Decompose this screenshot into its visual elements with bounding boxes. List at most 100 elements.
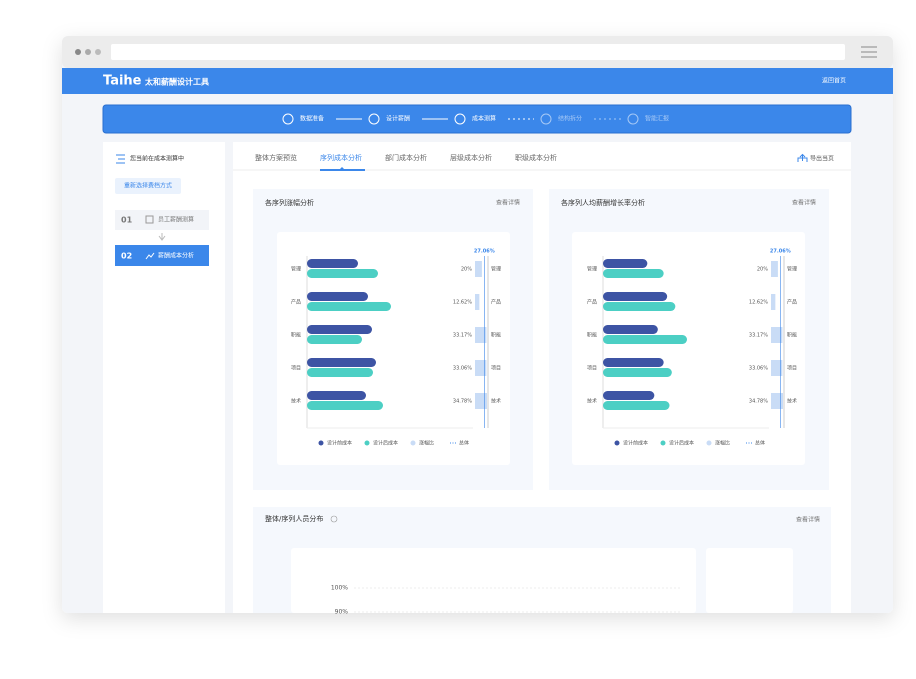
step-label: 薪酬成本分析 <box>158 252 194 260</box>
legend-swatch <box>660 440 666 446</box>
address-bar[interactable] <box>111 44 845 60</box>
ratio-bar <box>771 393 783 409</box>
step-icon <box>454 113 466 125</box>
chart-box <box>291 548 696 613</box>
legend-label: 设计后成本 <box>669 440 694 447</box>
bar <box>603 401 670 410</box>
step-item[interactable] <box>115 210 209 230</box>
step-label: 员工薪酬测算 <box>158 216 194 224</box>
category-label: 管理 <box>787 266 797 273</box>
bar <box>603 325 658 334</box>
bar <box>603 335 687 344</box>
stepper <box>102 104 852 134</box>
step-label: 设计薪酬 <box>386 115 410 123</box>
dot <box>75 49 81 55</box>
card-title: 整体/序列人员分布 <box>265 514 323 523</box>
category-label: 产品 <box>787 299 797 306</box>
category-label: 技术 <box>491 398 501 405</box>
legend-swatch <box>706 440 712 446</box>
category-label: 技术 <box>787 398 797 405</box>
step-icon <box>145 215 154 224</box>
category-label: 管理 <box>291 266 301 273</box>
tab[interactable]: 整体方案预览 <box>255 153 297 162</box>
category-label: 管理 <box>491 266 501 273</box>
export-icon <box>797 153 808 162</box>
ratio-bar <box>475 327 487 343</box>
card-title: 各序列涨幅分析 <box>265 198 314 207</box>
tab[interactable]: 部门成本分析 <box>385 153 427 162</box>
export-link[interactable]: 导出当页 <box>810 155 834 163</box>
category-label: 产品 <box>587 299 597 306</box>
bar <box>307 259 358 268</box>
category-label: 技术 <box>291 398 301 405</box>
category-label: 产品 <box>491 299 501 306</box>
bar <box>603 292 668 301</box>
product-name: 太和薪酬设计工具 <box>144 77 209 87</box>
legend-swatch <box>364 440 370 446</box>
legend-label: 设计后成本 <box>373 440 398 447</box>
step-label: 结构拆分 <box>558 115 582 123</box>
ratio-bar <box>771 327 783 343</box>
ratio-label: 33.06% <box>749 366 768 372</box>
legend-label: 设计前成本 <box>327 440 352 447</box>
legend-swatch <box>410 440 416 446</box>
step-icon <box>627 113 639 125</box>
bar <box>307 325 372 334</box>
reselect-label: 重新选择费档方式 <box>124 182 172 190</box>
legend-label: 总体 <box>459 440 469 447</box>
y-tick-label: 100% <box>331 585 348 592</box>
legend-label: 涨幅比 <box>715 440 730 447</box>
step-label: 数据准备 <box>300 115 324 123</box>
tab[interactable]: 序列成本分析 <box>320 153 362 162</box>
ratio-bar <box>771 360 783 376</box>
menu-icon[interactable] <box>861 46 877 58</box>
category-label: 项目 <box>587 366 597 372</box>
status-text: 您当前在成本测算中 <box>130 155 184 163</box>
category-label: 职能 <box>787 332 797 339</box>
bar <box>307 269 378 278</box>
tab[interactable]: 层级成本分析 <box>450 153 492 162</box>
ratio-label: 20% <box>757 267 768 273</box>
step-icon <box>540 113 552 125</box>
home-link[interactable]: 返回首页 <box>822 77 846 85</box>
step-icon <box>145 252 155 260</box>
dot <box>85 49 91 55</box>
sidebar-icon <box>116 154 125 164</box>
info-icon <box>330 515 338 523</box>
bar <box>307 292 368 301</box>
arrow <box>158 233 166 241</box>
category-label: 产品 <box>291 299 301 306</box>
category-label: 项目 <box>291 366 301 372</box>
step-icon <box>282 113 294 125</box>
card-action[interactable]: 查看详情 <box>496 199 520 207</box>
card-action[interactable]: 查看详情 <box>792 199 816 207</box>
legend-swatch <box>614 440 620 446</box>
step-item-active[interactable] <box>115 245 209 266</box>
step-label: 智能汇报 <box>645 115 669 123</box>
total-label: 27.06% <box>474 249 495 255</box>
ratio-label: 33.06% <box>453 366 472 372</box>
y-tick-label: 90% <box>335 609 349 616</box>
bar <box>307 401 383 410</box>
category-label: 职能 <box>587 332 597 339</box>
step-num: 02 <box>121 252 132 261</box>
ratio-bar <box>475 393 487 409</box>
logo: Taihe <box>103 74 142 89</box>
card-action[interactable]: 查看详情 <box>796 516 820 524</box>
dot <box>95 49 101 55</box>
tab[interactable]: 职级成本分析 <box>515 153 557 162</box>
app-header <box>62 68 893 94</box>
ratio-label: 34.78% <box>749 399 768 405</box>
ratio-bar <box>771 261 778 277</box>
bar <box>603 391 655 400</box>
ratio-bar <box>475 294 480 310</box>
bar <box>307 302 391 311</box>
bar <box>307 368 373 377</box>
reselect-button[interactable] <box>115 178 181 194</box>
step-icon <box>368 113 380 125</box>
ratio-bar <box>475 261 482 277</box>
bar <box>603 259 648 268</box>
bar <box>603 368 672 377</box>
ratio-bar <box>475 360 487 376</box>
